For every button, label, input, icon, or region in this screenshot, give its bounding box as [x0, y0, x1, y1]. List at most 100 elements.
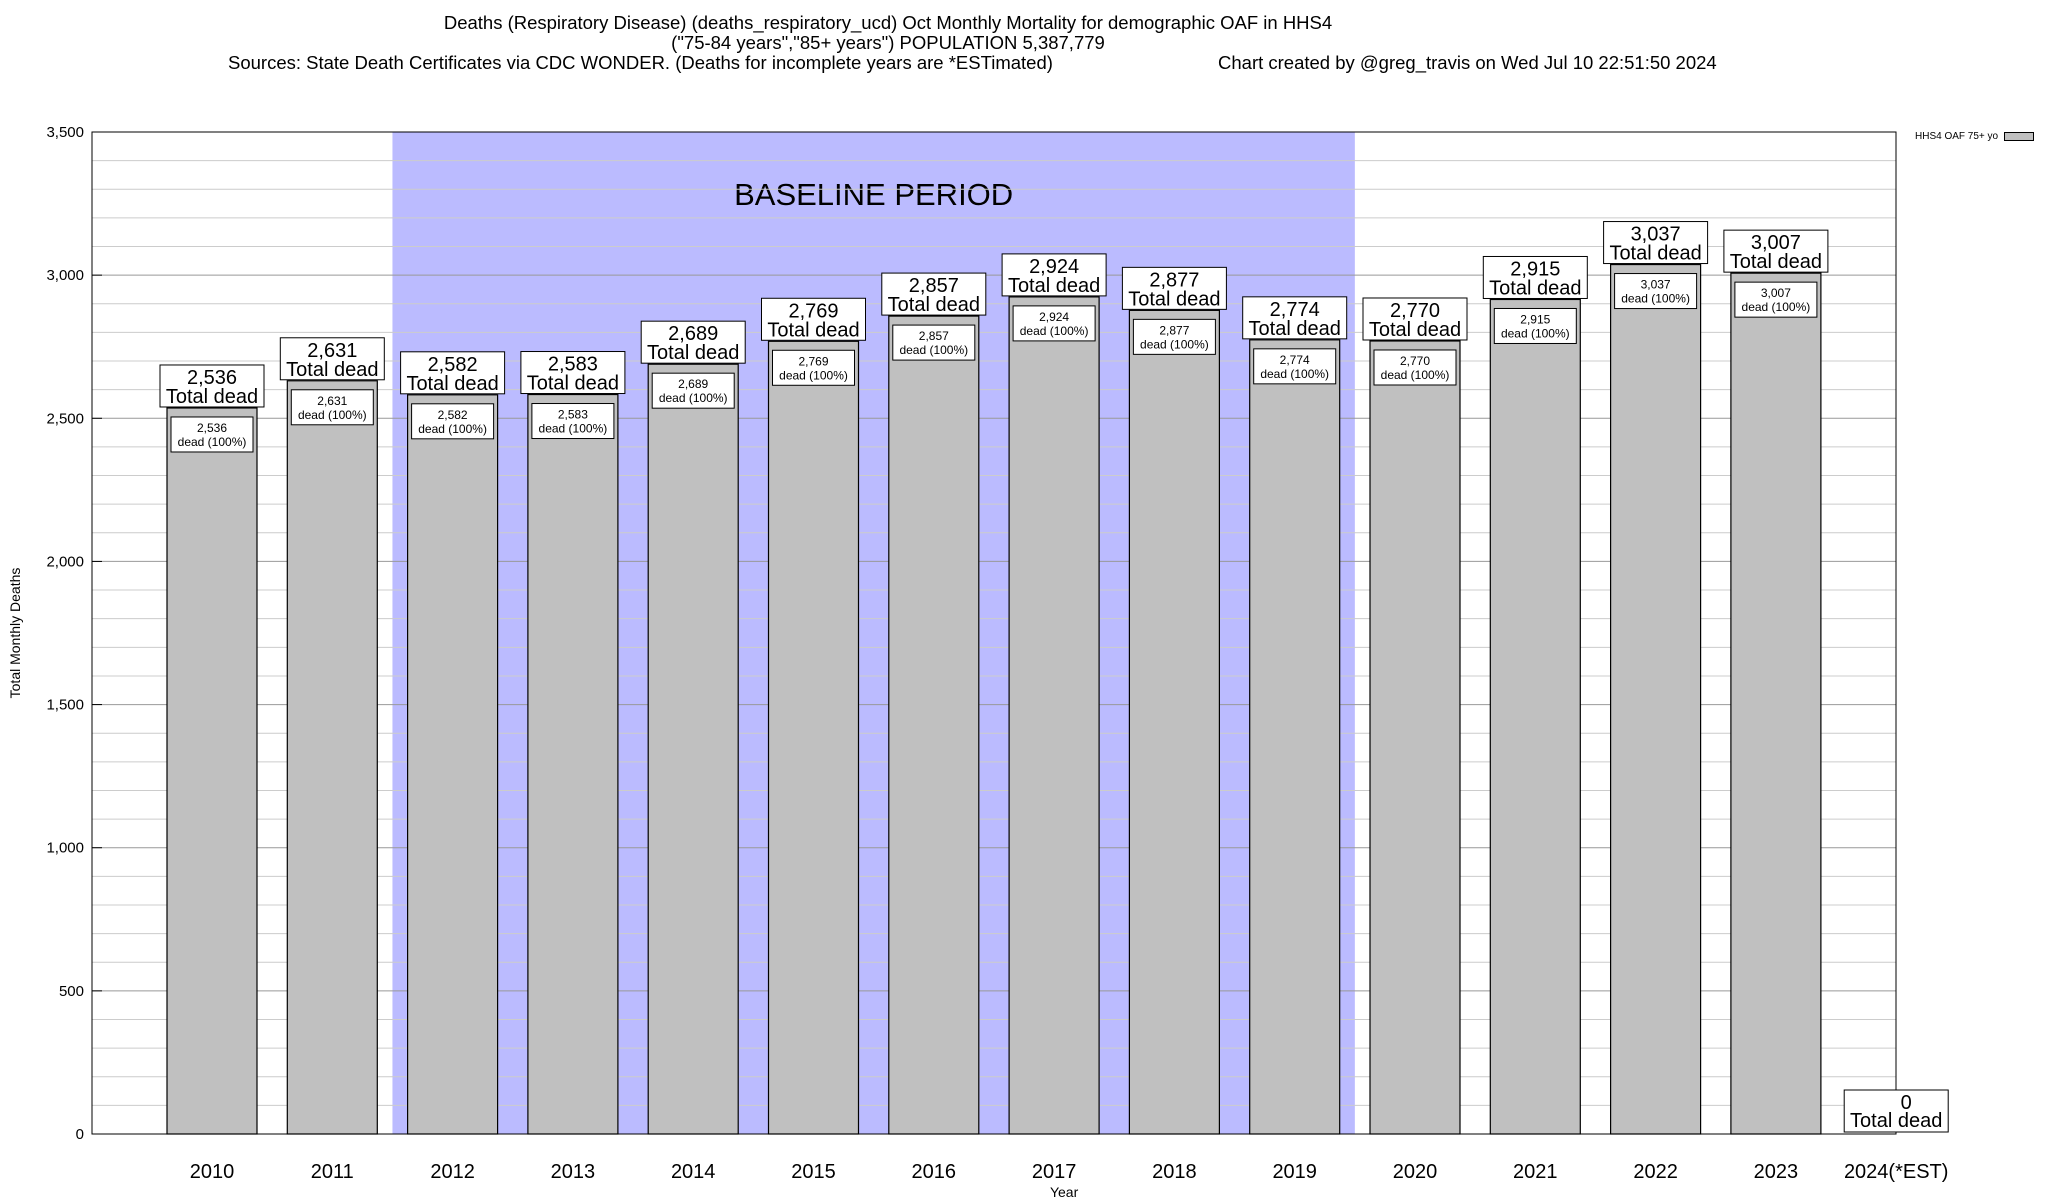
- x-tick-label: 2014: [671, 1161, 716, 1183]
- top-value-label: 2,924: [1029, 256, 1079, 278]
- y-tick-label: 1,000: [46, 840, 84, 857]
- x-tick-label: 2015: [791, 1161, 836, 1183]
- x-tick-label: 2019: [1272, 1161, 1317, 1183]
- top-label-box: [1843, 1089, 1949, 1133]
- top-total-label: Total dead: [1008, 275, 1100, 297]
- legend-swatch: [2004, 132, 2035, 141]
- inner-value-label: 2,915: [1520, 312, 1550, 326]
- top-label-box: [1723, 229, 1829, 273]
- inner-value-label: 2,924: [1039, 310, 1069, 324]
- top-label-box: [1001, 253, 1107, 297]
- top-value-label: 0: [1901, 1092, 1912, 1114]
- inner-percent-label: dead (100%): [1742, 300, 1811, 314]
- bar: [1609, 263, 1702, 1135]
- top-value-label: 2,689: [668, 323, 718, 345]
- x-tick-label: 2016: [912, 1161, 957, 1183]
- inner-label-box: [1614, 273, 1698, 310]
- inner-percent-label: dead (100%): [418, 422, 487, 436]
- inner-value-label: 2,774: [1280, 353, 1310, 367]
- inner-percent-label: dead (100%): [1140, 337, 1209, 351]
- x-axis-title: Year: [1050, 1184, 1079, 1200]
- y-tick-label: 3,500: [46, 124, 84, 141]
- inner-label-box: [1373, 349, 1457, 386]
- x-tick-label: 2017: [1032, 1161, 1077, 1183]
- top-total-label: Total dead: [1369, 319, 1461, 341]
- inner-value-label: 3,037: [1641, 278, 1671, 292]
- top-total-label: Total dead: [1609, 243, 1701, 265]
- top-label-box: [1603, 221, 1709, 265]
- top-value-label: 2,769: [788, 300, 838, 322]
- bar: [1008, 296, 1100, 1135]
- top-label-box: [881, 272, 987, 316]
- chart-title: Deaths (Respiratory Disease) (deaths_res…: [443, 12, 1333, 33]
- top-total-label: Total dead: [286, 359, 378, 381]
- inner-label-box: [531, 403, 615, 440]
- inner-label-box: [651, 372, 735, 409]
- top-value-label: 2,582: [428, 354, 478, 376]
- y-tick-label: 0: [76, 1126, 84, 1143]
- bar: [1128, 309, 1221, 1135]
- inner-percent-label: dead (100%): [1381, 368, 1450, 382]
- top-value-label: 2,536: [187, 367, 237, 389]
- bar: [286, 380, 378, 1135]
- y-tick-label: 500: [59, 983, 84, 1000]
- y-tick-label: 1,500: [46, 697, 84, 714]
- y-tick-label: 2,000: [46, 553, 84, 570]
- top-value-label: 2,915: [1510, 258, 1560, 280]
- legend: HHS4 OAF 75+ yo: [1915, 131, 2035, 142]
- y-tick-label: 2,500: [46, 410, 84, 427]
- top-value-label: 3,037: [1631, 224, 1681, 246]
- bar: [1249, 339, 1341, 1135]
- inner-percent-label: dead (100%): [178, 435, 247, 449]
- top-total-label: Total dead: [1249, 318, 1341, 340]
- top-value-label: 2,583: [548, 354, 598, 376]
- bar: [527, 393, 619, 1135]
- inner-label-box: [1253, 348, 1337, 385]
- x-tick-label: 2018: [1152, 1161, 1197, 1183]
- top-label-box: [279, 337, 385, 381]
- top-total-label: Total dead: [166, 386, 258, 408]
- inner-value-label: 2,689: [678, 377, 708, 391]
- inner-label-box: [1132, 318, 1216, 355]
- bar: [767, 340, 860, 1135]
- chart-subtitle: ("75-84 years","85+ years") POPULATION 5…: [671, 32, 1105, 53]
- inner-value-label: 2,631: [317, 394, 347, 408]
- inner-percent-label: dead (100%): [298, 408, 367, 422]
- top-total-label: Total dead: [527, 373, 619, 395]
- x-tick-label: 2020: [1393, 1161, 1438, 1183]
- x-tick-label: 2024(*EST): [1844, 1161, 1949, 1183]
- top-label-box: [1121, 266, 1227, 310]
- x-tick-label: 2021: [1513, 1161, 1558, 1183]
- chart-credit: Chart created by @greg_travis on Wed Jul…: [1218, 52, 1717, 73]
- bar: [407, 394, 499, 1135]
- top-label-box: [640, 320, 746, 364]
- inner-value-label: 3,007: [1761, 286, 1791, 300]
- inner-percent-label: dead (100%): [1621, 292, 1690, 306]
- inner-percent-label: dead (100%): [779, 368, 848, 382]
- inner-percent-label: dead (100%): [1020, 324, 1089, 338]
- top-total-label: Total dead: [1850, 1110, 1942, 1132]
- inner-value-label: 2,536: [197, 421, 227, 435]
- inner-percent-label: dead (100%): [659, 391, 728, 405]
- bar: [1369, 340, 1461, 1135]
- inner-percent-label: dead (100%): [1260, 367, 1329, 381]
- inner-percent-label: dead (100%): [539, 422, 608, 436]
- top-total-label: Total dead: [888, 294, 980, 316]
- inner-label-box: [411, 403, 495, 440]
- bar: [166, 407, 258, 1135]
- inner-label-box: [1012, 305, 1096, 342]
- plot-frame: [91, 131, 1897, 1135]
- inner-label-box: [1493, 307, 1577, 344]
- top-total-label: Total dead: [1128, 288, 1220, 310]
- inner-value-label: 2,583: [558, 408, 588, 422]
- chart-sources: Sources: State Death Certificates via CD…: [228, 52, 1053, 73]
- top-value-label: 2,857: [909, 275, 959, 297]
- bar: [888, 315, 980, 1135]
- legend-label: HHS4 OAF 75+ yo: [1915, 131, 1999, 142]
- inner-value-label: 2,857: [919, 329, 949, 343]
- top-total-label: Total dead: [647, 342, 739, 364]
- top-value-label: 2,770: [1390, 300, 1440, 322]
- inner-percent-label: dead (100%): [899, 343, 968, 357]
- inner-label-box: [170, 416, 254, 453]
- top-label-box: [1482, 255, 1588, 299]
